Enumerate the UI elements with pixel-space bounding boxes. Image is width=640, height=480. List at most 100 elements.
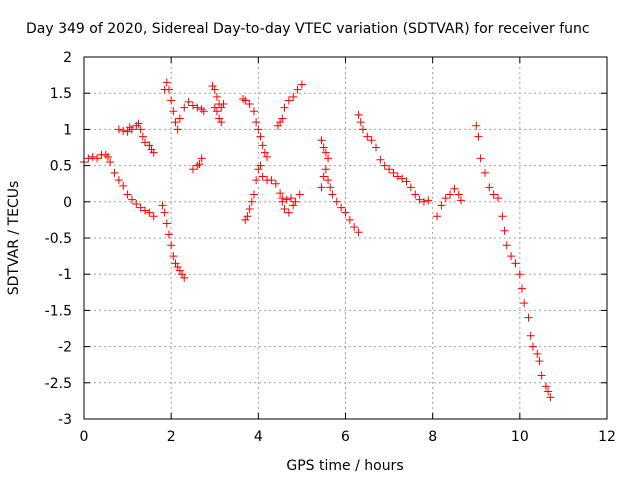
data-point [332, 197, 341, 206]
data-point [282, 195, 291, 204]
data-point [93, 154, 102, 163]
data-point [160, 208, 169, 217]
x-tick-label: 12 [598, 429, 616, 445]
data-point [321, 165, 330, 174]
data-point [249, 107, 258, 116]
data-point [295, 190, 304, 199]
series-arc-g [210, 103, 226, 127]
x-tick-label: 8 [428, 429, 437, 445]
data-point [278, 194, 287, 203]
data-point [164, 85, 173, 94]
data-point [345, 215, 354, 224]
series-arc-c [158, 201, 189, 282]
data-point [456, 196, 465, 205]
data-point [195, 160, 204, 169]
data-point [376, 155, 385, 164]
data-point [101, 150, 110, 159]
data-point [184, 97, 193, 106]
data-point [402, 177, 411, 186]
data-point [173, 262, 182, 271]
data-point [127, 125, 136, 134]
data-point [437, 201, 446, 210]
series-arc-f [208, 81, 228, 112]
data-point [354, 228, 363, 237]
data-point [518, 284, 527, 293]
series-arc-l [317, 165, 363, 237]
data-point [180, 273, 189, 282]
data-point [175, 114, 184, 123]
data-point [258, 172, 267, 181]
data-point [212, 107, 221, 116]
data-point [367, 136, 376, 145]
x-tick-label: 6 [341, 429, 350, 445]
data-point [372, 143, 381, 152]
data-point [141, 138, 150, 147]
data-point [489, 190, 498, 199]
y-tick-label: 0 [63, 195, 72, 211]
data-point [415, 195, 424, 204]
data-point [173, 125, 182, 134]
data-point [278, 114, 287, 123]
data-point [280, 103, 289, 112]
data-point [169, 252, 178, 261]
data-point [256, 161, 265, 170]
data-point [114, 176, 123, 185]
data-point [110, 168, 119, 177]
y-axis-label: SDTVAR / TECUs [6, 181, 22, 296]
data-point [263, 152, 272, 161]
data-point [446, 190, 455, 199]
data-point [433, 212, 442, 221]
data-point [197, 105, 206, 114]
x-tick-label: 0 [80, 429, 89, 445]
data-point [472, 121, 481, 130]
data-point [178, 270, 187, 279]
data-point [287, 194, 296, 203]
data-point [341, 208, 350, 217]
data-point [258, 141, 267, 150]
y-tick-label: -2 [58, 340, 72, 356]
data-point [180, 103, 189, 112]
data-point [528, 342, 537, 351]
data-point [164, 230, 173, 239]
data-point [208, 81, 217, 90]
data-point [106, 157, 115, 166]
data-point [162, 219, 171, 228]
data-point [171, 118, 180, 127]
data-point [317, 183, 326, 192]
data-point [324, 154, 333, 163]
data-point [485, 183, 494, 192]
data-point [254, 165, 263, 174]
data-point [219, 100, 228, 109]
data-point [363, 132, 372, 141]
data-point [249, 190, 258, 199]
y-tick-label: 0.5 [50, 159, 72, 175]
data-point [193, 161, 202, 170]
data-point [494, 194, 503, 203]
data-point [419, 197, 428, 206]
data-point [380, 161, 389, 170]
x-axis-tick-labels: 0 2 4 6 8 10 12 [80, 429, 616, 445]
data-point [393, 172, 402, 181]
series-arc-h [239, 94, 272, 161]
data-point [356, 118, 365, 127]
data-point [197, 154, 206, 163]
data-point [149, 148, 158, 157]
data-point [273, 121, 282, 130]
data-point [241, 215, 250, 224]
data-point [389, 168, 398, 177]
data-point [326, 183, 335, 192]
data-point [284, 96, 293, 105]
data-point [276, 189, 285, 198]
series-arc-m [317, 136, 333, 163]
data-point [385, 165, 394, 174]
data-point [411, 190, 420, 199]
series-arc-o [433, 184, 465, 221]
data-point [324, 176, 333, 185]
x-tick-label: 10 [511, 429, 529, 445]
data-point [199, 107, 208, 116]
data-point [141, 206, 150, 215]
data-point [145, 208, 154, 217]
data-point [132, 199, 141, 208]
data-point [319, 172, 328, 181]
